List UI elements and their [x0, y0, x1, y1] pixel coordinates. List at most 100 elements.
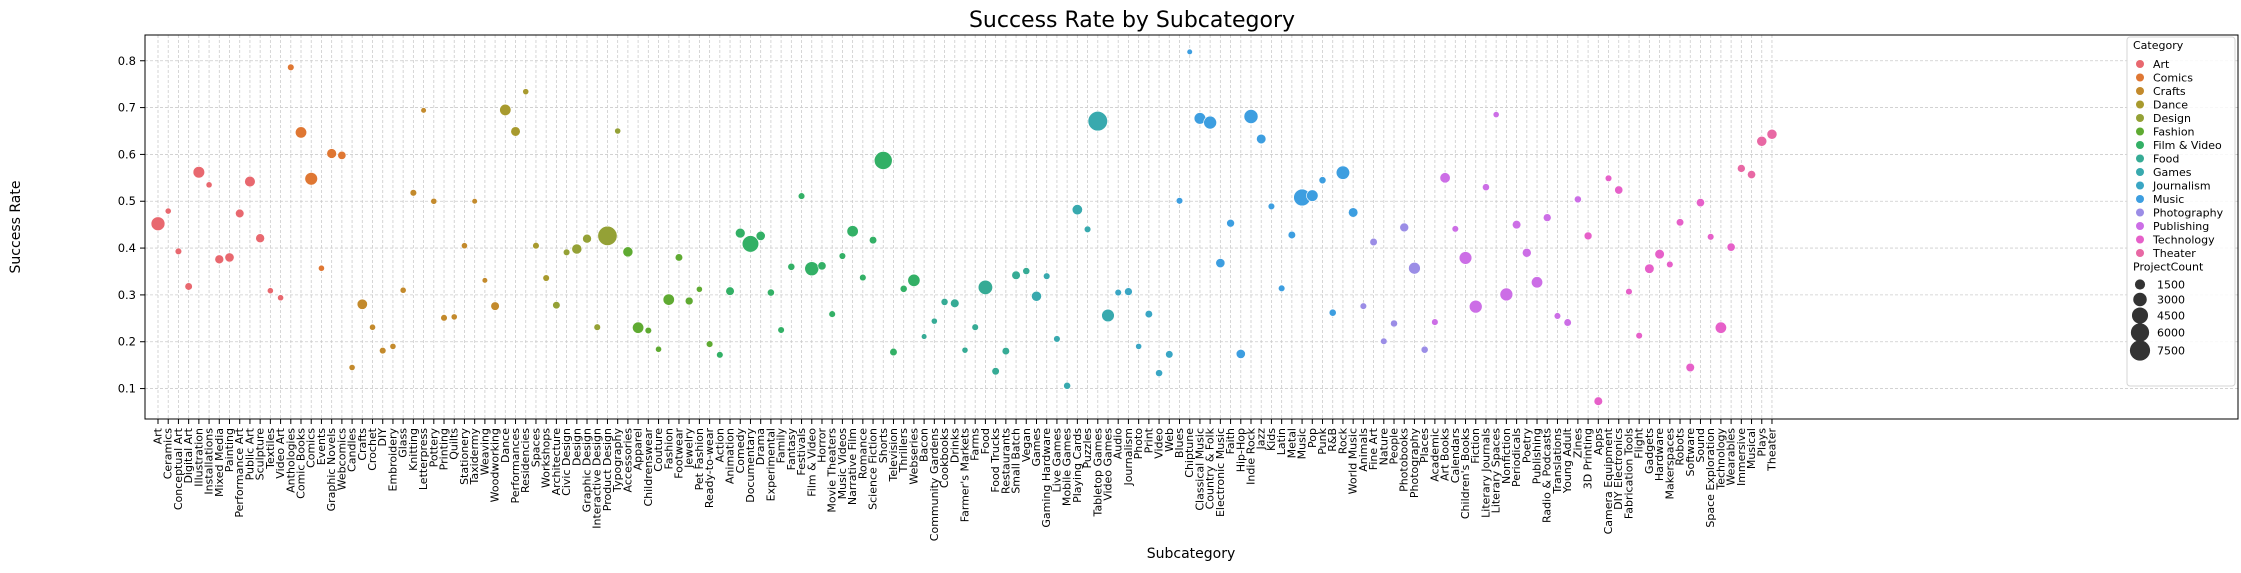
chart-title: Success Rate by Subcategory — [969, 8, 1295, 33]
x-tick-label: Digital Art — [182, 427, 195, 483]
data-point — [907, 273, 921, 287]
data-point — [1186, 48, 1193, 55]
x-tick-label: Art — [152, 427, 165, 444]
x-tick-label: Hip-Hop — [1234, 428, 1247, 472]
x-tick-label: Public Art — [243, 427, 256, 480]
legend-category-label: Journalism — [2152, 180, 2211, 193]
data-point — [1328, 308, 1337, 317]
x-tick-label: Photobooks — [1398, 428, 1411, 492]
legend-category-label: Design — [2153, 112, 2191, 125]
data-point — [684, 296, 694, 306]
legend-category-title: Category — [2133, 39, 2184, 52]
x-tick-label: Mobile Games — [1061, 428, 1074, 506]
legend-size-marker — [2129, 340, 2151, 361]
y-axis: 0.1 0.2 0.3 0.4 0.5 0.6 0.7 0.8 — [118, 54, 145, 396]
x-tick-label: Accessories — [621, 428, 634, 493]
x-tick-label: Letterpress — [417, 428, 430, 490]
legend-size-label: 7500 — [2157, 345, 2185, 358]
x-tick-label: Metal — [1285, 428, 1298, 458]
x-tick-label: Radio & Podcasts — [1541, 428, 1554, 523]
x-axis-label: Subcategory — [1147, 546, 1236, 562]
data-point — [1390, 319, 1398, 328]
data-point — [295, 126, 308, 139]
data-point — [277, 294, 284, 302]
x-tick-label: Children's Books — [1459, 428, 1472, 519]
data-point — [1155, 369, 1163, 377]
data-point — [1135, 343, 1143, 350]
legend-swatch — [2136, 73, 2144, 82]
legend-size-marker — [2131, 307, 2149, 324]
x-tick-label: Architecture — [550, 428, 563, 496]
data-point — [1499, 287, 1514, 302]
x-tick-label: Documentary — [744, 428, 757, 503]
x-tick-label: Art Books — [1439, 428, 1452, 481]
data-point — [662, 293, 675, 306]
data-point — [224, 252, 235, 263]
data-point — [214, 254, 225, 265]
x-tick-label: Photo — [1132, 428, 1145, 460]
data-point — [846, 225, 859, 238]
data-point — [930, 317, 938, 325]
data-point — [950, 298, 960, 308]
x-tick-label: Glass — [397, 428, 410, 458]
legend-swatch — [2136, 208, 2144, 217]
legend-swatch — [2136, 195, 2144, 203]
data-point — [499, 103, 512, 116]
data-point — [1022, 267, 1031, 275]
data-point — [192, 166, 205, 179]
data-point — [828, 310, 836, 318]
x-tick-label: Farmer's Markets — [958, 428, 971, 522]
data-point — [1451, 225, 1459, 233]
x-tick-label: Comics — [305, 428, 318, 468]
data-point — [899, 284, 908, 293]
legend-category-label: Film & Video — [2153, 139, 2222, 152]
x-tick-label: Chiptune — [1183, 428, 1196, 478]
x-tick-label: Couture — [652, 428, 665, 472]
legend-swatch — [2136, 60, 2144, 68]
data-point — [991, 367, 1000, 376]
data-point — [1165, 350, 1174, 359]
data-point — [1087, 111, 1108, 132]
data-point — [1675, 218, 1685, 227]
data-point — [644, 326, 652, 335]
x-tick-label: Country & Folk — [1204, 427, 1217, 509]
x-tick-label: Faith — [1224, 428, 1237, 454]
data-point — [461, 242, 468, 250]
x-tick-label: Webcomics — [335, 428, 348, 491]
data-point — [1482, 183, 1490, 192]
x-tick-label: Places — [1418, 428, 1431, 463]
data-point — [235, 208, 245, 219]
x-tick-label: Print — [1142, 427, 1155, 453]
data-point — [471, 198, 478, 205]
data-point — [1531, 276, 1544, 289]
x-tick-label: DIY Electronics — [1612, 428, 1625, 510]
x-tick-label: Playing Cards — [1071, 428, 1084, 503]
legend-category-label: Music — [2153, 193, 2184, 206]
data-point — [1359, 302, 1368, 310]
legend-category-label: Photography — [2153, 207, 2224, 220]
x-tick-label: Immersive — [1735, 428, 1748, 486]
x-tick-label: Comedy — [734, 428, 747, 474]
data-point — [838, 252, 847, 260]
data-point — [1011, 270, 1021, 280]
x-tick-label: Nature — [1377, 428, 1390, 466]
data-point — [1593, 396, 1603, 406]
data-point — [632, 321, 645, 334]
data-point — [1458, 251, 1473, 265]
plot-frame — [144, 34, 2239, 420]
data-point — [977, 279, 993, 295]
data-point — [430, 197, 438, 205]
legend-box — [2126, 36, 2236, 387]
x-tick-label: Nonfiction — [1500, 428, 1513, 484]
legend-size-marker — [2130, 323, 2150, 342]
data-point — [562, 248, 571, 256]
x-tick-label: Jewelry — [683, 428, 696, 469]
data-point — [174, 247, 183, 255]
data-point — [552, 301, 561, 310]
x-tick-label: Woodworking — [489, 428, 502, 502]
y-tick-label: 0.1 — [118, 382, 136, 396]
data-point — [889, 347, 898, 357]
x-tick-label: Wearables — [1725, 428, 1738, 486]
x-tick-label: Sound — [1694, 428, 1707, 463]
data-point — [1431, 318, 1439, 326]
